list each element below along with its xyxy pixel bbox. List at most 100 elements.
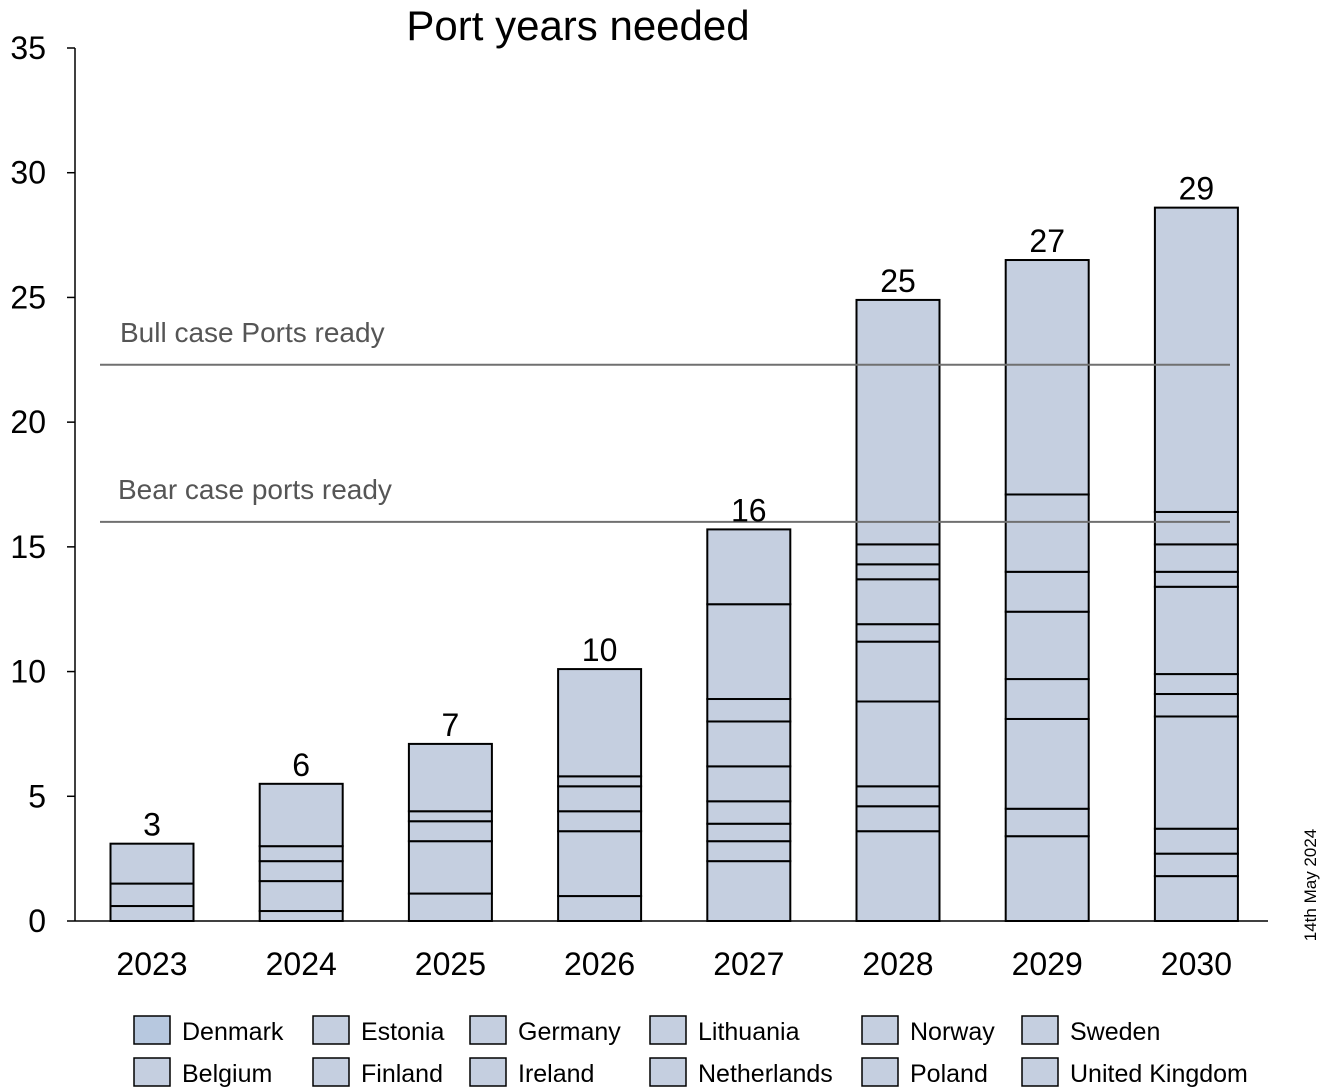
bar-segment (407, 820, 493, 843)
bar-segment (1153, 852, 1239, 878)
bar-segment (1153, 715, 1239, 830)
bar-segment (557, 785, 643, 813)
bar-segment (1153, 510, 1239, 546)
x-tick-label: 2026 (564, 946, 635, 982)
bar-segment (1004, 570, 1090, 613)
bar-segment (109, 842, 195, 885)
bar-segment (407, 742, 493, 813)
bar-segment (855, 543, 941, 566)
legend-item-label: Norway (910, 1018, 995, 1046)
legend-swatch (133, 1015, 171, 1045)
legend-swatch (1021, 1057, 1059, 1087)
legend-swatch (861, 1015, 899, 1045)
bar-segment (1153, 875, 1239, 922)
bar-segment (109, 905, 195, 923)
legend-item-label: Lithuania (698, 1018, 800, 1046)
total-labels: 3 6 7 10 16 25 27 29 (143, 171, 1214, 843)
bar-segment (1153, 570, 1239, 588)
bar-segment (706, 720, 792, 768)
x-tick-label: 2024 (266, 946, 337, 982)
bar-segment (706, 800, 792, 825)
bar-total-label: 27 (1029, 223, 1065, 259)
bar-segment (855, 830, 941, 922)
bar-segment (557, 810, 643, 833)
x-tick-label: 2025 (415, 946, 486, 982)
legend-item-label: Denmark (182, 1018, 284, 1046)
bar-segment (407, 840, 493, 895)
reference-line-label: Bull case Ports ready (120, 317, 385, 348)
bar-segment (557, 668, 643, 778)
bar-segment (855, 298, 941, 546)
y-tick-label: 5 (28, 778, 46, 814)
bar-segment (407, 892, 493, 923)
legend-item-label: Poland (910, 1060, 988, 1088)
bar-segment (706, 698, 792, 723)
y-tick-label: 20 (10, 404, 46, 440)
legend-item-label: Netherlands (698, 1060, 833, 1088)
x-tick-label: 2028 (862, 946, 933, 982)
bar-total-label: 25 (880, 263, 916, 299)
bar-segment (1004, 610, 1090, 681)
legend-swatch (861, 1057, 899, 1087)
bar-segment (855, 563, 941, 581)
bar-segment (1153, 827, 1239, 855)
bar-segment (557, 830, 643, 898)
bar-segment (1153, 673, 1239, 696)
bar-total-label: 16 (731, 492, 767, 528)
reference-line-label: Bear case ports ready (118, 474, 392, 505)
bar-segment (258, 880, 344, 913)
bar-segment (706, 603, 792, 701)
bar-segment (557, 775, 643, 788)
bar-segment (855, 785, 941, 808)
legend-swatch (649, 1057, 687, 1087)
bar-total-label: 6 (292, 747, 310, 783)
bar-segment (1153, 585, 1239, 676)
legend-item-label: Estonia (361, 1018, 444, 1046)
bars (109, 206, 1239, 923)
legend-swatch (649, 1015, 687, 1045)
bar-total-label: 29 (1179, 171, 1215, 207)
legend-swatch (1021, 1015, 1059, 1045)
bar-segment (258, 782, 344, 848)
x-tick-label: 2023 (116, 946, 187, 982)
bar-segment (407, 810, 493, 823)
reference-lines: Bull case Ports ready Bear case ports rea… (100, 317, 1230, 523)
bar-segment (706, 860, 792, 923)
legend-swatch (312, 1057, 350, 1087)
y-tick-label: 25 (10, 279, 46, 315)
bar-segment (258, 860, 344, 883)
bar-segment (855, 700, 941, 788)
bar-segment (1004, 493, 1090, 573)
legend-swatch (312, 1015, 350, 1045)
bar-segment (706, 822, 792, 843)
bar-segment (1153, 693, 1239, 718)
bar-segment (706, 528, 792, 606)
chart-title: Port years needed (406, 2, 749, 49)
bar-segment (1153, 543, 1239, 573)
legend-item-label: Sweden (1070, 1018, 1160, 1046)
bar-total-label: 10 (582, 632, 618, 668)
bar-segment (855, 640, 941, 703)
legend: Denmark Estonia Germany Lithuania Norway Swed… (133, 1015, 1248, 1088)
bar-segment (706, 765, 792, 803)
bar-total-label: 7 (442, 707, 460, 743)
bar-segment (706, 840, 792, 863)
bar-segment (1004, 835, 1090, 922)
bar-segment (1004, 807, 1090, 838)
bar-segment (855, 578, 941, 626)
y-tick-label: 0 (28, 903, 46, 939)
legend-swatch (469, 1015, 507, 1045)
bar-segment (557, 895, 643, 922)
bar-segment (855, 623, 941, 643)
bar-segment (258, 910, 344, 922)
bar-segment (1153, 206, 1239, 513)
bar-segment (1004, 259, 1090, 496)
legend-item-label: Ireland (518, 1060, 594, 1088)
legend-item-label: Germany (518, 1018, 621, 1046)
x-tick-label: 2030 (1161, 946, 1232, 982)
y-tick-label: 35 (10, 30, 46, 66)
legend-swatch (133, 1057, 171, 1087)
bar-total-label: 3 (143, 807, 161, 843)
